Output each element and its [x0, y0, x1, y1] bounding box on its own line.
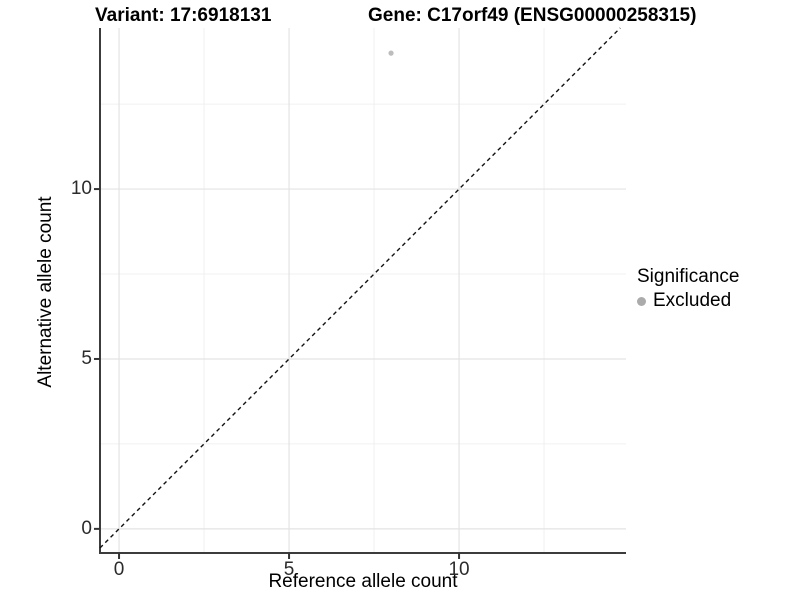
- plot-title-variant: Variant: 17:6918131: [95, 5, 272, 26]
- legend-title: Significance: [637, 266, 740, 287]
- data-point: [388, 50, 394, 56]
- identity-reference-line: [99, 27, 621, 549]
- y-tick-label: 0: [81, 517, 92, 539]
- y-tick-label: 5: [81, 347, 92, 369]
- x-tick-label: 5: [283, 559, 295, 580]
- legend-item-label: Excluded: [653, 290, 732, 311]
- plot-title-gene: Gene: C17orf49 (ENSG00000258315): [368, 5, 697, 26]
- legend: Significance Excluded: [637, 266, 739, 312]
- x-axis-label: Reference allele count: [268, 571, 458, 592]
- legend-item-excluded: Excluded: [637, 290, 739, 312]
- legend-key-dot-icon: [637, 296, 646, 306]
- x-tick-label: 0: [113, 559, 125, 580]
- y-axis-label: Alternative allele count: [35, 196, 56, 388]
- x-tick-label: 10: [448, 559, 470, 580]
- y-tick-label: 10: [70, 178, 92, 200]
